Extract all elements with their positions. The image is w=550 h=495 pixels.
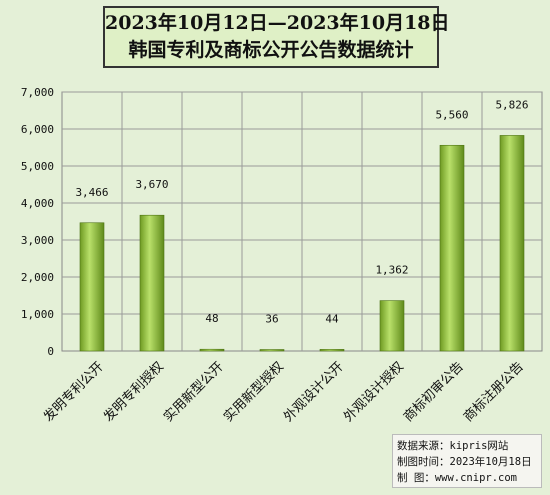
chart-title-box: 2023年10月12日—2023年10月18日 韩国专利及商标公开公告数据统计: [103, 6, 450, 68]
data-label: 3,466: [75, 186, 108, 199]
x-tick-label: 发明专利授权: [100, 359, 166, 425]
chart-title: 2023年10月12日—2023年10月18日: [105, 12, 450, 34]
y-tick-label: 1,000: [21, 308, 54, 321]
chart-subtitle: 韩国专利及商标公开公告数据统计: [128, 39, 414, 61]
source-note: 数据来源：kipris网站 制图时间：2023年10月18日 制 图：www.c…: [392, 434, 542, 488]
value-labels: 3,466 3,670 48 36 44 1,362 5,560 5,826: [75, 98, 528, 325]
source-line-1: 数据来源：kipris网站: [397, 440, 509, 452]
y-tick-label: 6,000: [21, 123, 54, 136]
x-tick-label: 发明专利公开: [40, 359, 106, 425]
data-label: 44: [325, 312, 339, 325]
data-label: 36: [265, 313, 278, 326]
bar: [439, 144, 465, 352]
bar: [79, 222, 105, 352]
x-tick-label: 商标注册公告: [461, 359, 527, 425]
x-tick-label: 实用新型授权: [220, 359, 286, 425]
source-line-3: 制 图：www.cnipr.com: [397, 472, 518, 484]
bar: [379, 300, 405, 352]
y-tick-label: 4,000: [21, 197, 54, 210]
y-tick-label: 5,000: [21, 160, 54, 173]
bar: [139, 214, 165, 352]
x-tick-label: 外观设计授权: [340, 359, 406, 425]
data-label: 48: [205, 312, 218, 325]
bars: [79, 135, 525, 352]
source-line-2: 制图时间：2023年10月18日: [397, 456, 532, 468]
bar: [499, 135, 525, 352]
data-label: 5,826: [495, 98, 528, 111]
x-tick-label: 外观设计公开: [281, 359, 347, 425]
y-tick-label: 7,000: [21, 86, 54, 99]
x-tick-label: 商标初审公告: [401, 359, 467, 425]
y-axis-ticks: 0 1,000 2,000 3,000 4,000 5,000 6,000 7,000: [21, 86, 54, 358]
y-tick-label: 2,000: [21, 271, 54, 284]
data-label: 5,560: [435, 108, 468, 121]
y-tick-label: 3,000: [21, 234, 54, 247]
data-label: 1,362: [375, 264, 408, 277]
x-tick-label: 实用新型公开: [160, 359, 226, 425]
bar: [259, 349, 285, 352]
bar: [319, 349, 345, 352]
data-label: 3,670: [135, 178, 168, 191]
x-axis-labels: 发明专利公开发明专利授权实用新型公开实用新型授权外观设计公开外观设计授权商标初审…: [40, 359, 526, 425]
y-tick-label: 0: [47, 345, 54, 358]
bar: [199, 348, 225, 352]
